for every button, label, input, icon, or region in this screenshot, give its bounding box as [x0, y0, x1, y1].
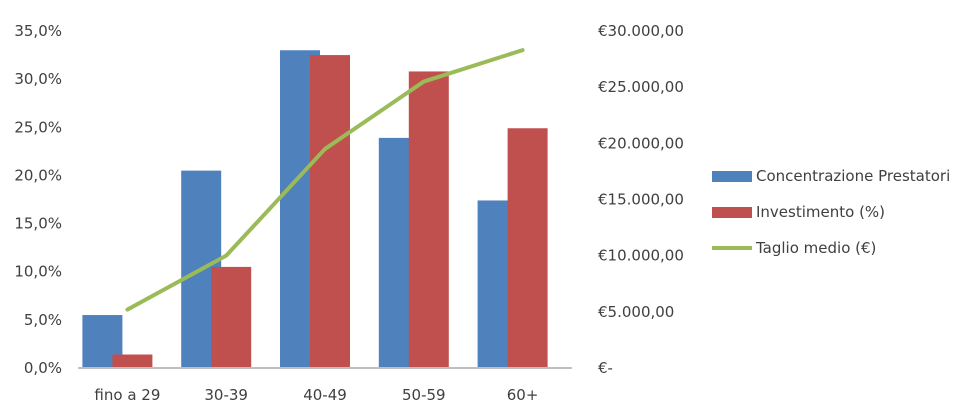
left-tick-label: 25,0% [14, 118, 62, 136]
legend-swatch-red [712, 206, 752, 218]
left-tick-label: 10,0% [14, 263, 62, 281]
right-tick-label: €30.000,00 [598, 22, 684, 40]
left-tick-label: 15,0% [14, 215, 62, 233]
bar-investimento [310, 55, 350, 368]
taglio-medio-line [125, 48, 525, 312]
bar-investimento [507, 128, 548, 368]
legend-swatch-blue [712, 170, 752, 182]
x-axis: fino a 29 30-39 40-49 50-59 60+ [78, 367, 572, 404]
left-tick-label: 30,0% [14, 70, 62, 88]
legend-line-green [712, 246, 752, 250]
x-tick-label: fino a 29 [94, 386, 160, 404]
line-series-group [125, 48, 525, 312]
chart-legend: Concentrazione Prestatori Investimento (… [712, 166, 950, 274]
bar-series-group [82, 50, 548, 368]
right-y-axis: €- €5.000,00 €10.000,00 €15.000,00 €20.000,0… [598, 22, 684, 377]
legend-label-taglio: Taglio medio (€) [756, 239, 877, 257]
bar-investimento [211, 266, 252, 368]
right-tick-label: €25.000,00 [598, 78, 684, 96]
right-tick-label: €10.000,00 [598, 247, 684, 265]
right-tick-label: €- [598, 359, 613, 377]
x-tick-label: 30-39 [204, 386, 248, 404]
x-tick-label: 40-49 [303, 386, 347, 404]
x-tick-label: 60+ [507, 386, 539, 404]
right-tick-label: €15.000,00 [598, 191, 684, 209]
legend-item-concentrazione: Concentrazione Prestatori [712, 166, 950, 186]
legend-label-concentrazione: Concentrazione Prestatori [756, 167, 951, 185]
left-tick-label: 20,0% [14, 166, 62, 184]
x-tick-label: 50-59 [402, 386, 446, 404]
legend-label-investimento: Investimento (%) [756, 203, 886, 221]
left-y-axis: 0,0% 5,0% 10,0% 15,0% 20,0% 25,0% 30,0% 35,0% [14, 22, 62, 377]
left-tick-label: 5,0% [24, 311, 62, 329]
right-tick-label: €5.000,00 [598, 303, 674, 321]
bar-investimento [112, 354, 153, 368]
bar-investimento [408, 71, 449, 368]
legend-item-taglio: Taglio medio (€) [712, 238, 950, 258]
legend-item-investimento: Investimento (%) [712, 202, 950, 222]
left-tick-label: 35,0% [14, 22, 62, 40]
right-tick-label: €20.000,00 [598, 134, 684, 152]
left-tick-label: 0,0% [24, 359, 62, 377]
